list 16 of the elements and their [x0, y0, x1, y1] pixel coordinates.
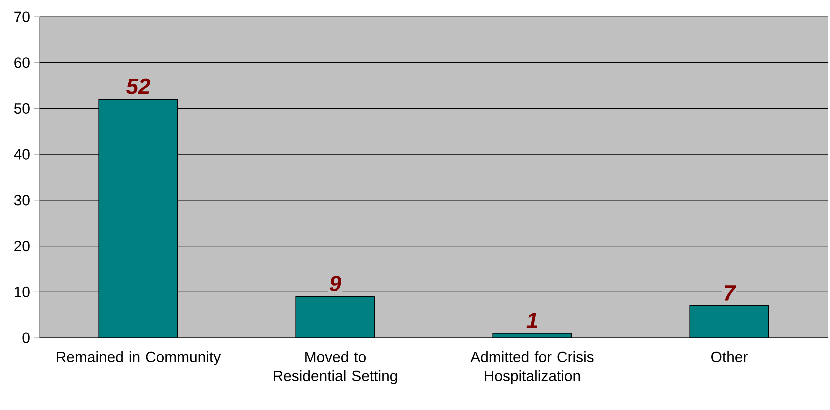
y-tick-label: 20 — [14, 240, 30, 252]
data-label: 7 — [724, 286, 736, 301]
y-tick-label: 30 — [14, 195, 30, 206]
x-tick-label: Admitted for Crisis Hospitalization — [470, 352, 594, 384]
x-tick-label: Moved to Residential Setting — [274, 352, 398, 384]
data-label: 52 — [126, 78, 150, 94]
y-tick-label: 70 — [14, 12, 30, 22]
y-tick-label: 10 — [15, 286, 30, 298]
data-label: 1 — [526, 313, 538, 328]
x-tick-label: Remained in Community — [57, 352, 222, 366]
y-tick-label: 50 — [14, 103, 30, 114]
y-tick-label: 60 — [14, 58, 30, 68]
data-label: 9 — [330, 276, 342, 292]
y-tick-label: 40 — [14, 149, 30, 160]
x-tick-label: Other — [712, 352, 748, 362]
y-tick-label: 0 — [22, 332, 30, 344]
